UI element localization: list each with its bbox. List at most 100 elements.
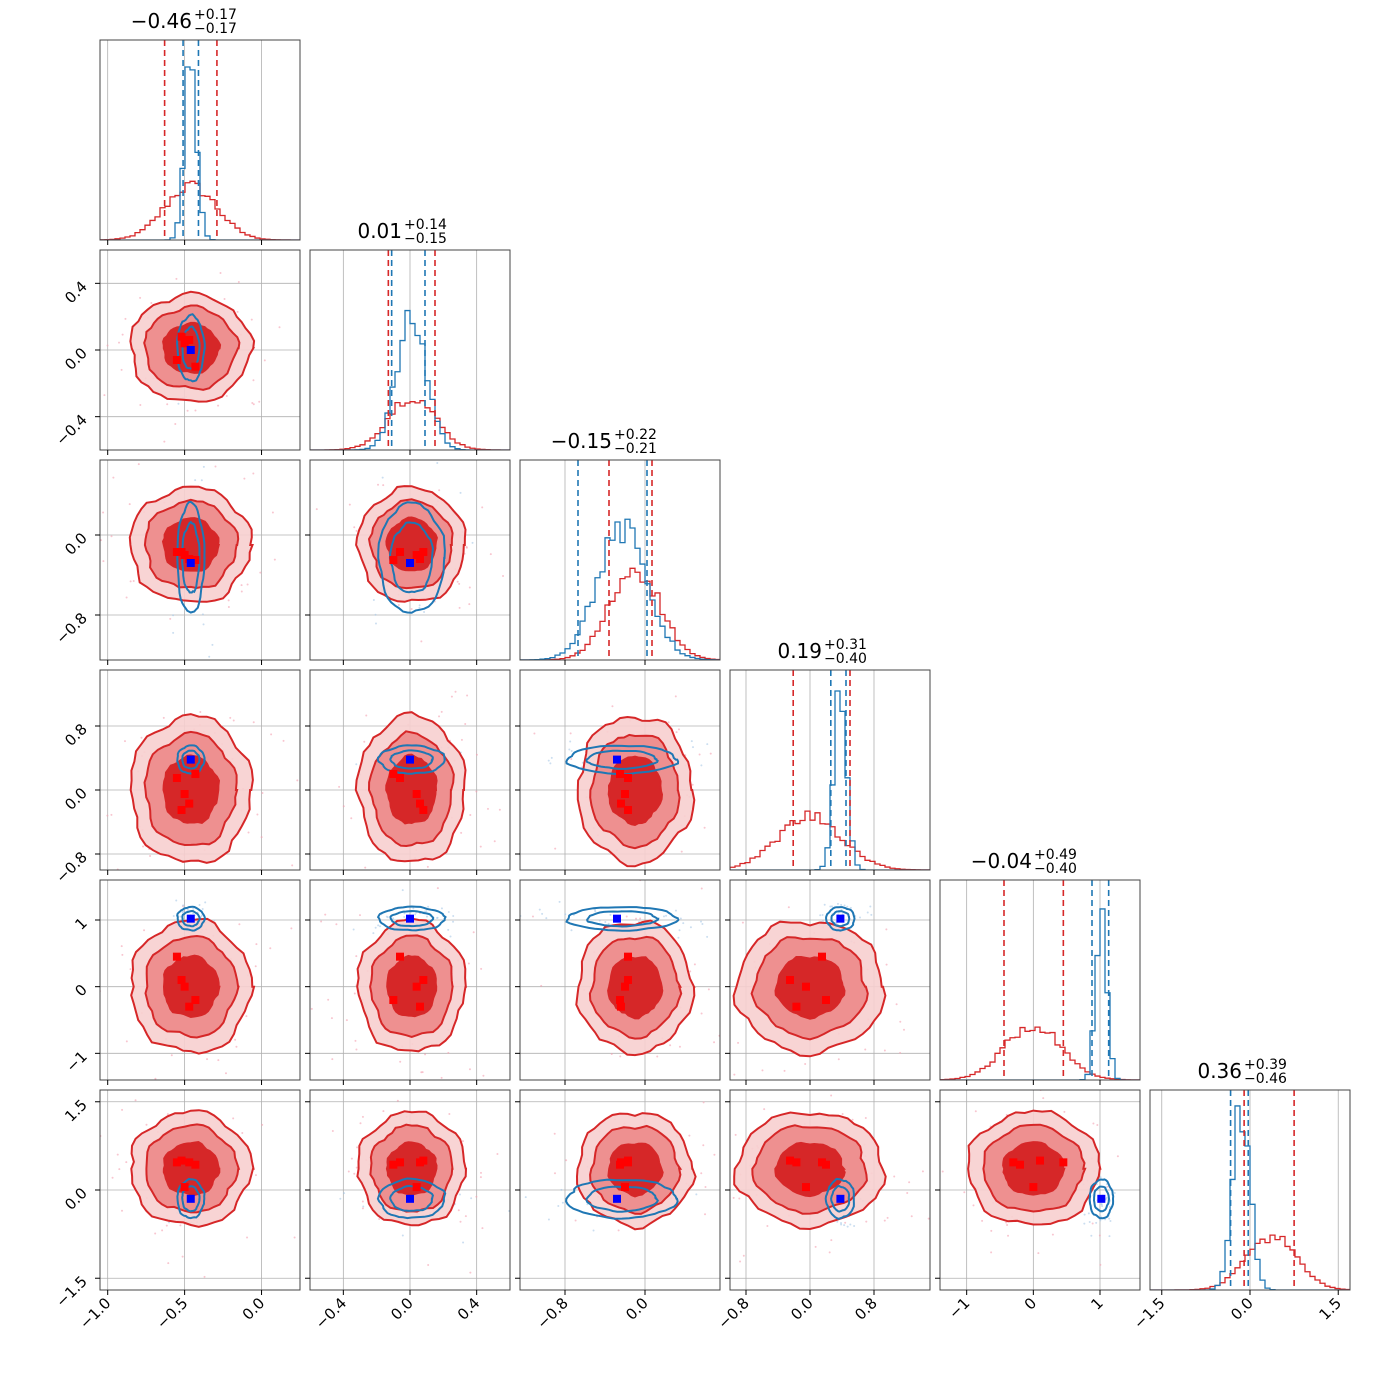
sample-point	[870, 913, 873, 916]
sample-point	[541, 912, 544, 915]
sample-point	[252, 403, 255, 406]
sample-point	[355, 529, 358, 532]
red-marker	[389, 556, 398, 564]
sample-point	[179, 915, 182, 918]
sample-point	[412, 907, 415, 910]
sample-point	[662, 915, 665, 918]
sample-point	[449, 935, 452, 938]
sample-point	[662, 1080, 664, 1082]
sample-point	[227, 599, 230, 602]
x-tick-label: −1	[945, 1294, 973, 1322]
sample-point	[331, 1058, 334, 1061]
sample-point	[457, 1209, 460, 1212]
sample-point	[846, 1225, 849, 1228]
sample-point	[553, 1172, 556, 1175]
blue-contour	[565, 744, 680, 776]
sample-point	[232, 719, 235, 722]
sample-point	[339, 1197, 342, 1200]
title-minus: −0.15	[404, 231, 447, 247]
sample-point	[1108, 1235, 1111, 1238]
blue-contour	[181, 909, 202, 928]
sample-point	[841, 1112, 844, 1115]
sample-point	[893, 1175, 896, 1178]
sample-point	[763, 1108, 766, 1111]
sample-point	[593, 908, 596, 911]
sample-point	[963, 1191, 966, 1194]
sample-point	[296, 779, 299, 782]
sample-point	[120, 368, 123, 371]
sample-point	[691, 746, 694, 749]
sample-point	[420, 1071, 423, 1074]
sample-point	[829, 905, 832, 908]
panel-title-2: −0.15 +0.22−0.21	[551, 427, 657, 457]
y-tick-label: 0.0	[61, 529, 91, 559]
histogram-step	[310, 400, 510, 450]
red-marker	[177, 332, 186, 341]
sample-point	[352, 928, 355, 931]
sample-point	[1108, 1205, 1111, 1208]
sample-point	[830, 1094, 833, 1097]
panel-5-2	[520, 1090, 720, 1290]
sample-point	[353, 1172, 356, 1175]
panel-5-1	[310, 1090, 510, 1290]
blue-contour	[585, 1185, 660, 1213]
x-tick-label: 0.0	[622, 1294, 652, 1324]
sample-point	[702, 1101, 705, 1104]
sample-point	[883, 1049, 886, 1052]
histogram-step	[940, 1026, 1140, 1080]
sample-point	[690, 740, 693, 743]
sample-point	[129, 968, 132, 971]
sample-point	[1005, 1221, 1008, 1224]
sample-point	[1037, 1252, 1040, 1255]
sample-point	[418, 604, 421, 607]
red-marker	[621, 790, 629, 798]
sample-point	[377, 483, 380, 486]
y-tick-label: 0.0	[61, 784, 91, 814]
sample-point	[381, 476, 384, 479]
sample-point	[440, 907, 443, 910]
red-marker	[389, 996, 398, 1004]
sample-point	[1109, 1220, 1112, 1223]
blue-contour	[1088, 1178, 1115, 1220]
sample-point	[665, 914, 668, 917]
sample-point	[468, 1068, 471, 1071]
sample-point	[192, 907, 195, 910]
y-tick-label: −0.4	[52, 411, 90, 449]
sample-point	[374, 613, 377, 616]
panel-2-0	[100, 460, 300, 660]
sample-point	[677, 936, 680, 939]
sample-point	[374, 926, 377, 929]
sample-point	[206, 1058, 209, 1061]
sample-point	[538, 908, 541, 911]
sample-point	[675, 731, 678, 734]
sample-point	[258, 400, 261, 403]
sample-point	[427, 1264, 430, 1267]
sample-point	[355, 763, 358, 766]
sample-point	[1099, 1219, 1102, 1222]
sample-point	[168, 1221, 171, 1224]
sample-point	[396, 1099, 399, 1102]
sample-point	[680, 850, 683, 853]
sample-point	[235, 1045, 238, 1048]
sample-point	[353, 526, 356, 529]
sample-point	[468, 603, 471, 606]
x-tick-label: −0.4	[312, 1294, 350, 1332]
sample-point	[1090, 1234, 1093, 1237]
sample-point	[674, 909, 677, 912]
sample-point	[447, 1051, 450, 1054]
sample-point	[565, 1159, 568, 1162]
sample-point	[531, 915, 534, 918]
red-marker	[180, 790, 189, 798]
red-marker	[1016, 1160, 1024, 1169]
sample-point	[201, 908, 204, 911]
sample-point	[1113, 1191, 1116, 1194]
title-plus: +0.49	[1034, 847, 1077, 863]
x-tick-label: 1.5	[1315, 1294, 1345, 1324]
sample-point	[125, 596, 128, 599]
sample-point	[121, 1108, 124, 1111]
sample-point	[1051, 1233, 1054, 1236]
sample-point	[990, 1229, 993, 1232]
sample-point	[293, 1236, 296, 1239]
sample-point	[864, 1048, 867, 1051]
histogram-step	[100, 66, 300, 240]
